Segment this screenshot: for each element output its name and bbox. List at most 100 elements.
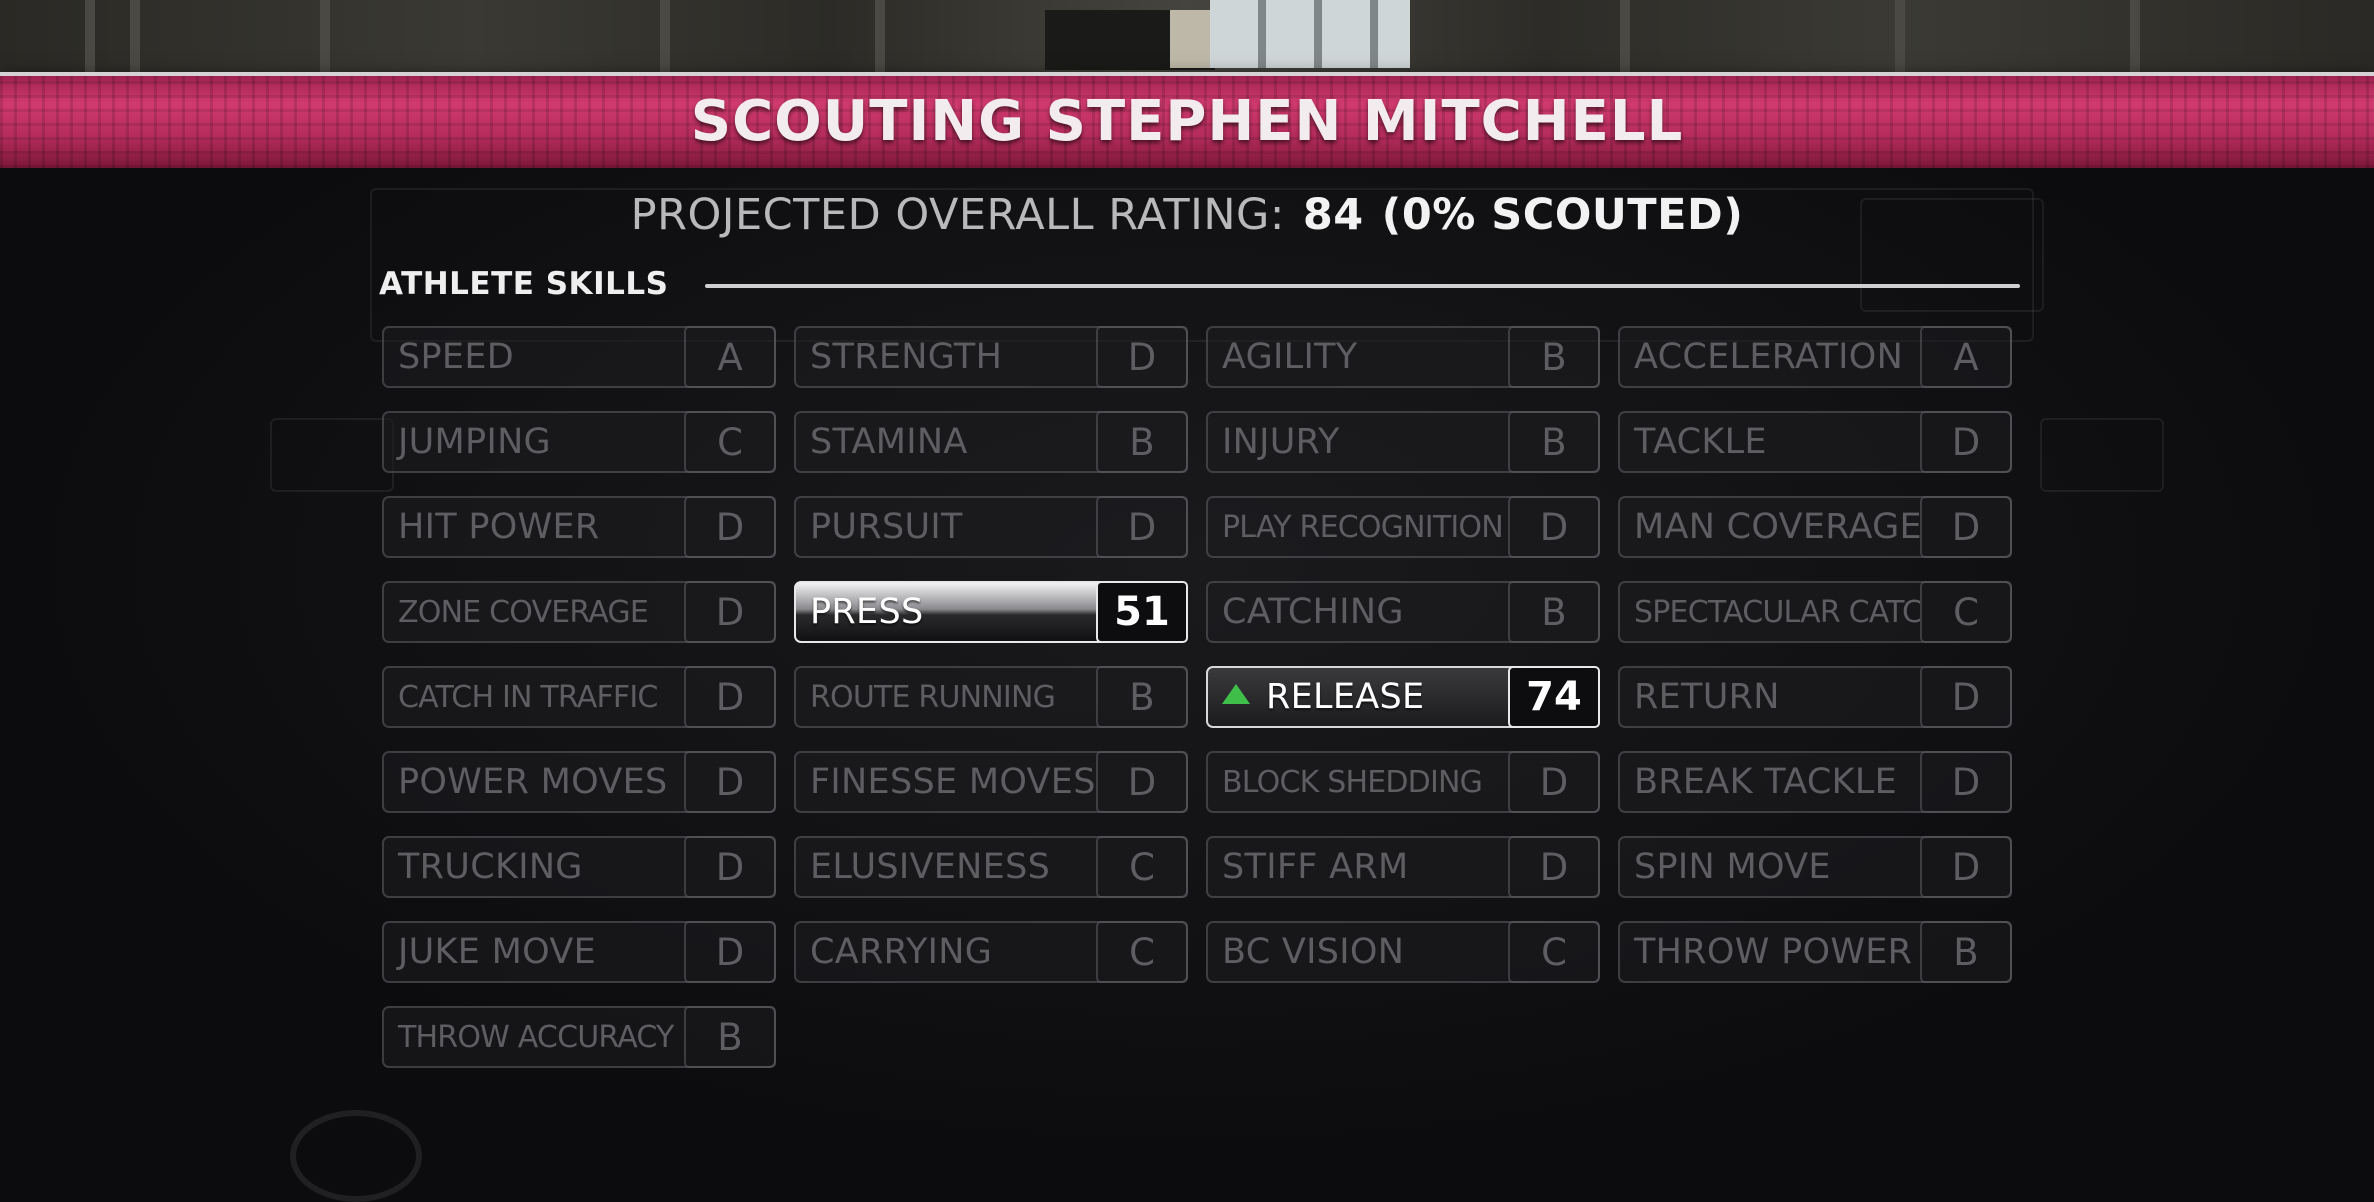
skill-tile-injury[interactable]: INJURY B (1206, 411, 1600, 473)
skill-grade: 74 (1508, 666, 1600, 728)
skill-grade: B (1096, 411, 1188, 473)
page-title: SCOUTING STEPHEN MITCHELL (690, 89, 1684, 154)
skill-label: ELUSIVENESS (810, 847, 1051, 887)
skill-tile-carrying[interactable]: CARRYING C (794, 921, 1188, 983)
skill-name: HIT POWER (384, 507, 684, 547)
skill-tile-catching[interactable]: CATCHING B (1206, 581, 1600, 643)
skill-label: RETURN (1634, 677, 1780, 717)
skill-tile-speed[interactable]: SPEED A (382, 326, 776, 388)
skill-name: CATCH IN TRAFFIC (384, 680, 684, 715)
skill-tile-elusiveness[interactable]: ELUSIVENESS C (794, 836, 1188, 898)
skill-grade: B (1508, 411, 1600, 473)
skill-tile-agility[interactable]: AGILITY B (1206, 326, 1600, 388)
skill-label: BLOCK SHEDDING (1222, 764, 1483, 800)
skill-label: INJURY (1222, 422, 1340, 462)
skill-name: SPIN MOVE (1620, 847, 1920, 887)
skill-tile-pursuit[interactable]: PURSUIT D (794, 496, 1188, 558)
skill-tile-route-running[interactable]: ROUTE RUNNING B (794, 666, 1188, 728)
skill-name: BREAK TACKLE (1620, 762, 1920, 802)
background-box (1170, 10, 1210, 68)
skill-name: ROUTE RUNNING (796, 680, 1096, 715)
skill-label: PRESS (810, 592, 924, 632)
section-title: ATHLETE SKILLS (379, 266, 669, 302)
skill-label: SPIN MOVE (1634, 847, 1831, 887)
skill-grade: A (684, 326, 776, 388)
skill-tile-stiff-arm[interactable]: STIFF ARM D (1206, 836, 1600, 898)
skill-label: TACKLE (1634, 422, 1767, 462)
skill-grade: D (1508, 836, 1600, 898)
skill-name: PRESS (796, 592, 1096, 632)
skill-grade: D (1096, 751, 1188, 813)
skill-tile-trucking[interactable]: TRUCKING D (382, 836, 776, 898)
skill-name: SPECTACULAR CATCH (1620, 595, 1920, 630)
skill-name: AGILITY (1208, 337, 1508, 377)
skill-tile-spectacular-catch[interactable]: SPECTACULAR CATCH C (1618, 581, 2012, 643)
skill-tile-throw-accuracy[interactable]: THROW ACCURACY B (382, 1006, 776, 1068)
skill-tile-play-recognition[interactable]: PLAY RECOGNITION D (1206, 496, 1600, 558)
help-button-ghost (290, 1110, 422, 1202)
skill-tile-tackle[interactable]: TACKLE D (1618, 411, 2012, 473)
skill-grade: C (1920, 581, 2012, 643)
skill-grade: D (684, 836, 776, 898)
skill-tile-zone-coverage[interactable]: ZONE COVERAGE D (382, 581, 776, 643)
skill-label: JUKE MOVE (398, 932, 597, 972)
skill-name: SPEED (384, 337, 684, 377)
skill-label: CARRYING (810, 932, 993, 972)
skill-label: ROUTE RUNNING (810, 679, 1056, 715)
skill-tile-stamina[interactable]: STAMINA B (794, 411, 1188, 473)
header-banner: SCOUTING STEPHEN MITCHELL (0, 72, 2374, 172)
skill-grade: D (684, 751, 776, 813)
skill-tile-strength[interactable]: STRENGTH D (794, 326, 1188, 388)
skills-grid: SPEED A STRENGTH D AGILITY B ACCELERATION A JUMP… (382, 326, 2012, 1072)
skill-tile-throw-power[interactable]: THROW POWER B (1618, 921, 2012, 983)
skill-label: AGILITY (1222, 337, 1358, 377)
skill-name: STIFF ARM (1208, 847, 1508, 887)
skill-name: THROW ACCURACY (384, 1020, 684, 1055)
skill-tile-man-coverage[interactable]: MAN COVERAGE D (1618, 496, 2012, 558)
skill-label: ZONE COVERAGE (398, 594, 649, 630)
skill-grade: D (1920, 411, 2012, 473)
skill-tile-release[interactable]: RELEASE 74 (1206, 666, 1600, 728)
skill-tile-finesse-moves[interactable]: FINESSE MOVES D (794, 751, 1188, 813)
skill-tile-block-shedding[interactable]: BLOCK SHEDDING D (1206, 751, 1600, 813)
skill-name: PURSUIT (796, 507, 1096, 547)
skill-name: ACCELERATION (1620, 337, 1920, 377)
skill-tile-jumping[interactable]: JUMPING C (382, 411, 776, 473)
skill-label: PURSUIT (810, 507, 963, 547)
skill-name: FINESSE MOVES (796, 762, 1096, 802)
skill-name: BLOCK SHEDDING (1208, 765, 1508, 800)
section-divider (705, 284, 2020, 288)
skill-label: ACCELERATION (1634, 337, 1904, 377)
skill-tile-hit-power[interactable]: HIT POWER D (382, 496, 776, 558)
skill-name: RELEASE (1208, 677, 1508, 717)
projected-rating-label: PROJECTED OVERALL RATING: (630, 190, 1285, 240)
skill-tile-return[interactable]: RETURN D (1618, 666, 2012, 728)
skill-tile-acceleration[interactable]: ACCELERATION A (1618, 326, 2012, 388)
skill-tile-press[interactable]: PRESS 51 (794, 581, 1188, 643)
skill-label: SPEED (398, 337, 515, 377)
skill-grade: C (1508, 921, 1600, 983)
skill-label: MAN COVERAGE (1634, 507, 1920, 547)
skill-grade: D (684, 496, 776, 558)
skill-grade: D (1508, 751, 1600, 813)
skill-tile-power-moves[interactable]: POWER MOVES D (382, 751, 776, 813)
skill-tile-break-tackle[interactable]: BREAK TACKLE D (1618, 751, 2012, 813)
skill-tile-spin-move[interactable]: SPIN MOVE D (1618, 836, 2012, 898)
scouted-percentage: (0% SCOUTED) (1381, 190, 1744, 240)
stadium-lights (1210, 0, 1410, 68)
skill-tile-catch-in-traffic[interactable]: CATCH IN TRAFFIC D (382, 666, 776, 728)
skill-label: FINESSE MOVES (810, 762, 1096, 802)
skill-grade: D (684, 581, 776, 643)
skill-tile-bc-vision[interactable]: BC VISION C (1206, 921, 1600, 983)
skill-name: JUKE MOVE (384, 932, 684, 972)
skill-name: BC VISION (1208, 932, 1508, 972)
skill-tile-juke-move[interactable]: JUKE MOVE D (382, 921, 776, 983)
skill-grade: C (1096, 921, 1188, 983)
skill-name: TRUCKING (384, 847, 684, 887)
skill-grade: C (1096, 836, 1188, 898)
skill-grade: D (1920, 666, 2012, 728)
skill-name: POWER MOVES (384, 762, 684, 802)
skill-name: THROW POWER (1620, 932, 1920, 972)
skill-grade: D (1920, 751, 2012, 813)
skill-grade: B (1508, 581, 1600, 643)
